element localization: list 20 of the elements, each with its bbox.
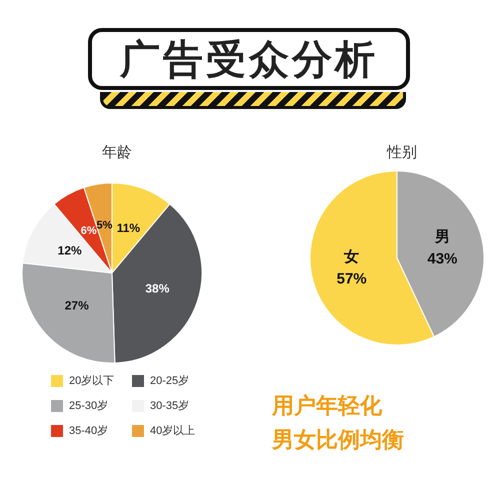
data-label: 12%	[58, 243, 82, 258]
text: 男女比例均衡	[272, 427, 405, 455]
data-label: 27%	[64, 298, 90, 313]
slice-label: 女	[343, 248, 360, 266]
data-label: 11%	[116, 220, 140, 235]
text: 用户年轻化	[272, 393, 383, 421]
legend-label: 20岁以下	[69, 374, 114, 387]
chart-title: 性别	[386, 144, 417, 161]
slice-label: 男	[434, 228, 450, 246]
text: 广告受众分析	[88, 28, 410, 90]
data-label: 43%	[427, 250, 458, 268]
legend-label: 40岁以上	[150, 424, 196, 437]
data-label: 38%	[145, 282, 170, 296]
legend-label: 25-30岁	[69, 400, 108, 412]
legend-label: 35-40岁	[69, 425, 108, 437]
legend-label: 20-25岁	[150, 375, 190, 387]
data-label: 6%	[80, 225, 97, 238]
chart-title: 年龄	[102, 144, 132, 161]
legend-label: 30-35岁	[150, 400, 190, 412]
data-label: 57%	[336, 270, 367, 288]
